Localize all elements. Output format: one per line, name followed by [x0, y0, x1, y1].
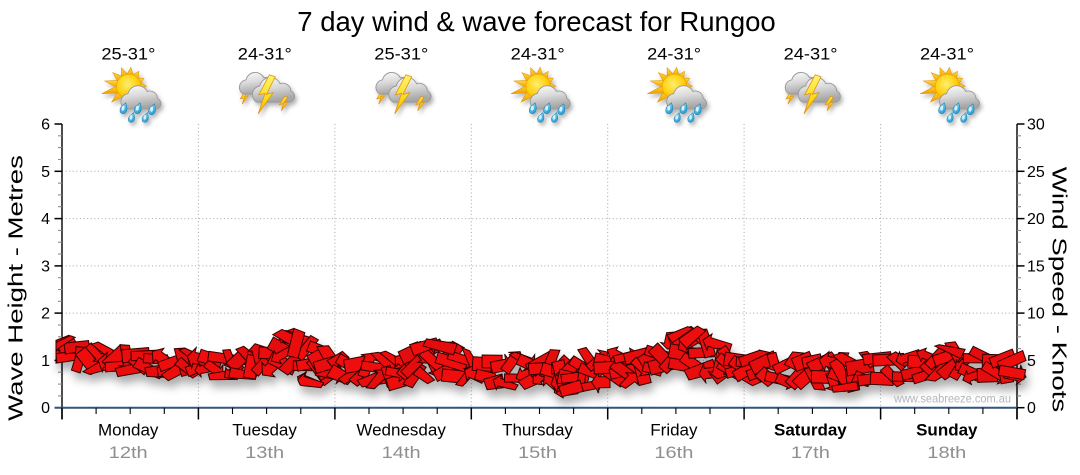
- svg-text:20: 20: [1027, 211, 1045, 228]
- svg-text:24-31°: 24-31°: [647, 44, 701, 63]
- svg-text:24-31°: 24-31°: [920, 44, 974, 63]
- svg-text:www.seabreeze.com.au: www.seabreeze.com.au: [893, 392, 1011, 406]
- svg-text:24-31°: 24-31°: [238, 44, 292, 63]
- svg-text:7 day wind & wave forecast for: 7 day wind & wave forecast for Rungoo: [297, 6, 775, 37]
- svg-text:Saturday: Saturday: [774, 421, 847, 440]
- svg-text:0: 0: [1027, 400, 1036, 417]
- svg-text:Sunday: Sunday: [916, 421, 978, 440]
- svg-text:15: 15: [1027, 258, 1045, 275]
- svg-text:Wind Speed - Knots: Wind Speed - Knots: [1048, 167, 1070, 412]
- svg-text:0: 0: [41, 400, 50, 417]
- svg-text:25-31°: 25-31°: [101, 44, 155, 63]
- svg-text:Wednesday: Wednesday: [356, 421, 446, 440]
- svg-text:15th: 15th: [518, 443, 557, 462]
- svg-text:5: 5: [41, 164, 50, 181]
- svg-text:Friday: Friday: [650, 421, 698, 440]
- svg-text:Monday: Monday: [98, 421, 159, 440]
- svg-text:12th: 12th: [109, 443, 148, 462]
- svg-text:3: 3: [41, 258, 50, 275]
- svg-text:24-31°: 24-31°: [784, 44, 838, 63]
- svg-text:10: 10: [1027, 306, 1045, 323]
- svg-text:Tuesday: Tuesday: [232, 421, 297, 440]
- svg-text:30: 30: [1027, 117, 1045, 134]
- svg-text:16th: 16th: [654, 443, 693, 462]
- svg-text:18th: 18th: [927, 443, 966, 462]
- svg-text:17th: 17th: [791, 443, 830, 462]
- svg-text:25-31°: 25-31°: [374, 44, 428, 63]
- svg-text:5: 5: [1027, 353, 1036, 370]
- svg-text:4: 4: [41, 211, 50, 228]
- svg-text:14th: 14th: [382, 443, 421, 462]
- svg-text:2: 2: [41, 306, 50, 323]
- svg-text:25: 25: [1027, 164, 1045, 181]
- svg-text:Thursday: Thursday: [502, 421, 573, 440]
- svg-text:24-31°: 24-31°: [511, 44, 565, 63]
- svg-text:1: 1: [41, 353, 50, 370]
- svg-text:13th: 13th: [245, 443, 284, 462]
- svg-text:6: 6: [41, 117, 50, 134]
- svg-text:Wave Height - Metres: Wave Height - Metres: [5, 155, 27, 421]
